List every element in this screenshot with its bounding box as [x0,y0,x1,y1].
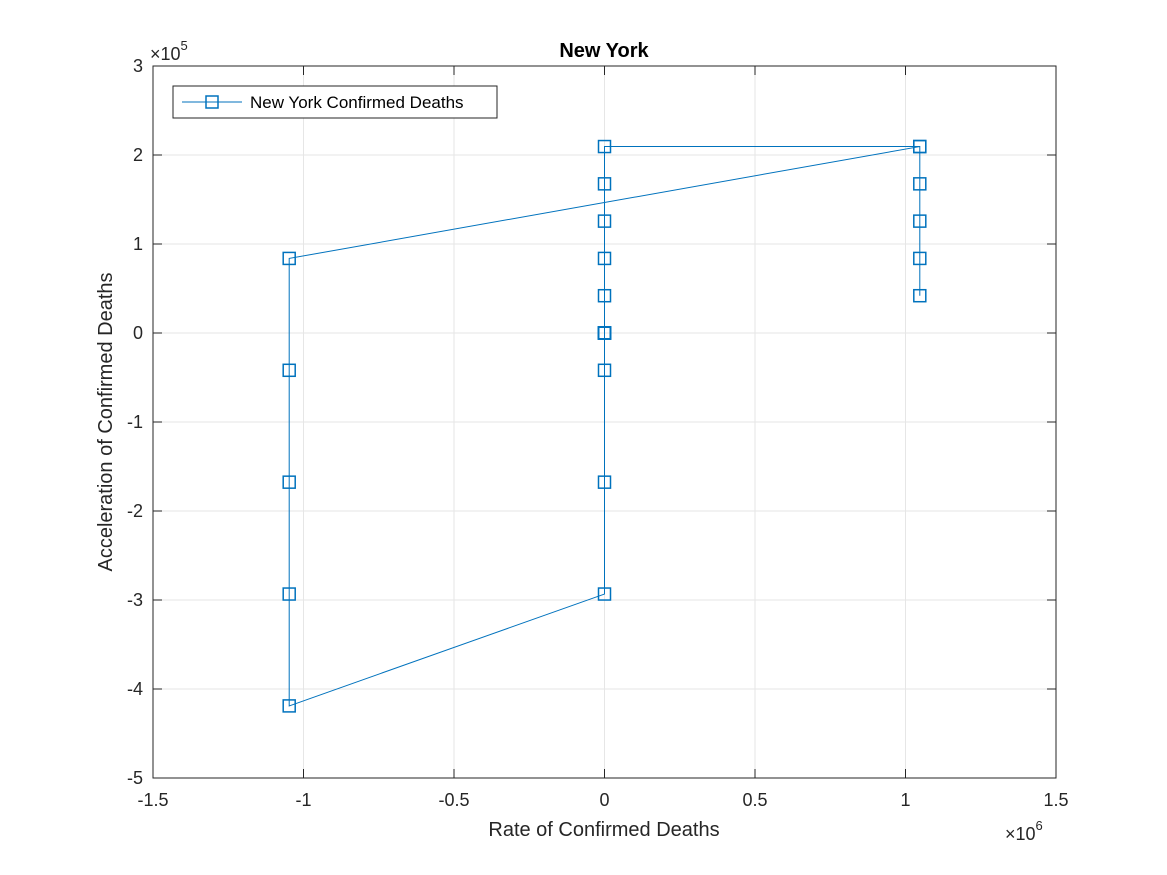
x-exponent-base: ×10 [1005,824,1036,844]
y-axis-title: Acceleration of Confirmed Deaths [95,272,117,571]
y-tick-label: -4 [127,679,143,699]
x-tick-label: -1.5 [137,790,168,810]
y-tick-label: 3 [133,56,143,76]
data-point [597,177,612,191]
data-point [913,288,927,303]
legend-label: New York Confirmed Deaths [250,93,464,112]
data-point [282,475,296,489]
data-point [597,251,612,266]
y-tick-label: -5 [127,768,143,788]
legend-marker-sample [205,95,219,109]
data-point [913,214,927,228]
data-point [597,587,612,601]
series-line [288,145,921,707]
x-tick-label: -1 [295,790,311,810]
data-point [282,699,296,713]
x-exponent-label: ×106 [1005,818,1043,844]
data-point [597,363,612,378]
x-axis-title: Rate of Confirmed Deaths [488,819,719,841]
y-tick-label: -1 [127,412,143,432]
data-point [913,251,927,266]
x-tick-label: 0.5 [742,790,767,810]
data-point [282,251,296,266]
x-tick-label: 1.5 [1043,790,1068,810]
x-tick-label: 1 [900,790,910,810]
data-point [597,475,612,489]
series-layer [282,139,927,713]
y-tick-label: 1 [133,234,143,254]
ticks: -1.5 -1 -0.5 0 0.5 1 1.5 -5 -4 -3 -2 -1 0 1 2 3 [127,56,1069,810]
y-tick-label: -2 [127,501,143,521]
x-exponent-power: 6 [1036,818,1043,833]
y-exponent-base: ×10 [150,44,181,64]
data-point [282,363,296,378]
data-point [597,326,612,340]
legend: New York Confirmed Deaths [172,85,498,119]
y-tick-label: -3 [127,590,143,610]
y-tick-label: 0 [133,323,143,343]
y-exponent-label: ×105 [150,38,188,64]
x-tick-label: -0.5 [438,790,469,810]
x-tick-label: 0 [599,790,609,810]
chart-title: New York [559,40,649,62]
data-point [913,177,927,191]
data-point [282,587,296,601]
y-exponent-power: 5 [181,38,188,53]
data-point [913,139,927,154]
data-point [597,139,612,154]
data-point [597,214,612,228]
data-point [597,288,612,303]
y-tick-label: 2 [133,145,143,165]
